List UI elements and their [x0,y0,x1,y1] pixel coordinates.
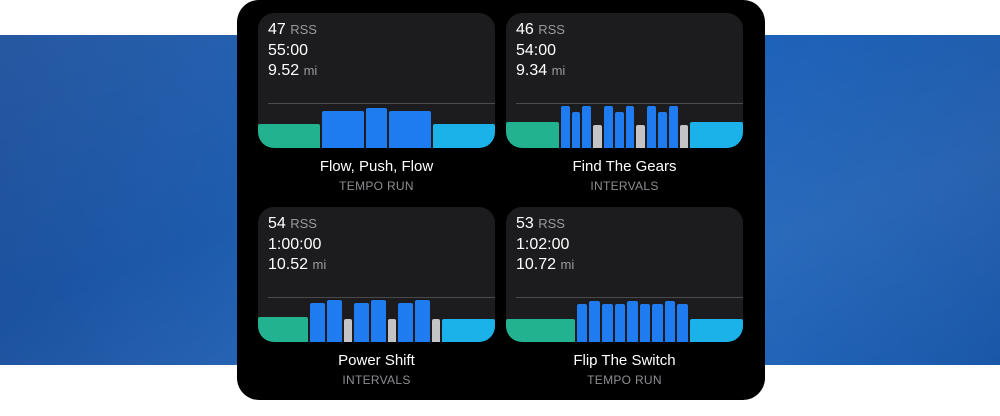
workout-card[interactable]: 46 RSS 54:00 9.34 mi [506,13,743,148]
workout-title: Flip The Switch [573,352,676,369]
segment-cooldown [442,319,495,342]
segment-warmup [506,122,559,148]
segment-warmup [258,316,308,342]
rss-value: 53 [516,215,534,232]
distance-value: 9.52 [268,62,300,79]
segment-work [582,106,592,148]
segment-cooldown [432,123,495,148]
rss-unit: RSS [538,22,565,37]
segment-work [354,303,369,342]
distance-unit: mi [303,63,318,78]
workout-type: TEMPO RUN [339,179,414,193]
workout-card[interactable]: 53 RSS 1:02:00 10.72 mi [506,207,743,342]
rss-value: 54 [268,215,286,232]
segment-recovery [344,319,352,342]
max-intensity-line [516,297,743,298]
segment-work [576,304,588,342]
rss-value: 46 [516,21,534,38]
segment-recovery [388,319,396,342]
rss-value: 47 [268,21,286,38]
rss-unit: RSS [290,216,317,231]
workout-tile[interactable]: 46 RSS 54:00 9.34 mi Find The Gears INTE… [506,13,743,193]
max-intensity-line [516,103,743,104]
distance-unit: mi [312,257,327,272]
segment-work [398,303,413,342]
workout-type: INTERVALS [590,179,659,193]
workout-tile[interactable]: 54 RSS 1:00:00 10.52 mi Power Shift INTE… [258,207,495,387]
workout-profile-chart [258,297,495,342]
segment-work [627,301,638,342]
segment-work [388,110,431,148]
segment-work [647,106,656,148]
workout-profile-chart [258,103,495,148]
distance-value: 10.72 [516,256,557,273]
segment-work [322,110,365,148]
rss-unit: RSS [290,22,317,37]
segment-recovery [636,125,646,148]
segment-work [625,106,635,148]
duration: 1:02:00 [516,235,570,253]
segment-work [664,301,676,342]
workout-title: Flow, Push, Flow [319,158,434,175]
segment-cooldown [690,122,743,148]
workout-tile[interactable]: 47 RSS 55:00 9.52 mi Flow, Push, Flow TE… [258,13,495,193]
segment-work [614,304,626,342]
duration: 1:00:00 [268,235,322,253]
segment-work [571,111,581,148]
segment-work [639,304,651,342]
workout-type: INTERVALS [342,373,411,387]
workout-stats: 46 RSS 54:00 9.34 mi [516,20,565,82]
max-intensity-line [268,103,495,104]
segment-work [601,304,613,342]
workout-card[interactable]: 54 RSS 1:00:00 10.52 mi [258,207,495,342]
workout-title: Power Shift [338,352,415,369]
segment-work [652,304,663,342]
segment-recovery [593,125,602,148]
workout-type: TEMPO RUN [587,373,662,387]
duration: 54:00 [516,41,557,59]
workout-grid: 47 RSS 55:00 9.52 mi Flow, Push, Flow TE… [237,0,765,400]
workout-title: Find The Gears [572,158,677,175]
segment-recovery [679,125,689,148]
workout-card[interactable]: 47 RSS 55:00 9.52 mi [258,13,495,148]
segment-work [589,301,600,342]
segment-work [366,108,387,148]
segment-work [668,106,678,148]
workout-stats: 53 RSS 1:02:00 10.72 mi [516,214,574,276]
segment-recovery [432,319,440,342]
segment-work [415,300,430,342]
segment-work [327,300,342,342]
segment-work [371,300,386,342]
distance-value: 10.52 [268,256,309,273]
segment-work [677,304,689,342]
segment-work [614,111,624,148]
workout-stats: 54 RSS 1:00:00 10.52 mi [268,214,326,276]
segment-work [603,106,613,148]
segment-work [560,106,570,148]
distance-unit: mi [560,257,575,272]
distance-unit: mi [551,63,566,78]
max-intensity-line [268,297,495,298]
workout-profile-chart [506,297,743,342]
segment-warmup [258,123,321,148]
segment-warmup [506,319,575,342]
workout-stats: 47 RSS 55:00 9.52 mi [268,20,317,82]
duration: 55:00 [268,41,309,59]
workout-profile-chart [506,103,743,148]
segment-work [657,111,667,148]
distance-value: 9.34 [516,62,548,79]
segment-cooldown [690,319,743,342]
segment-work [310,303,325,342]
workout-tile[interactable]: 53 RSS 1:02:00 10.72 mi Flip The Switch … [506,207,743,387]
rss-unit: RSS [538,216,565,231]
